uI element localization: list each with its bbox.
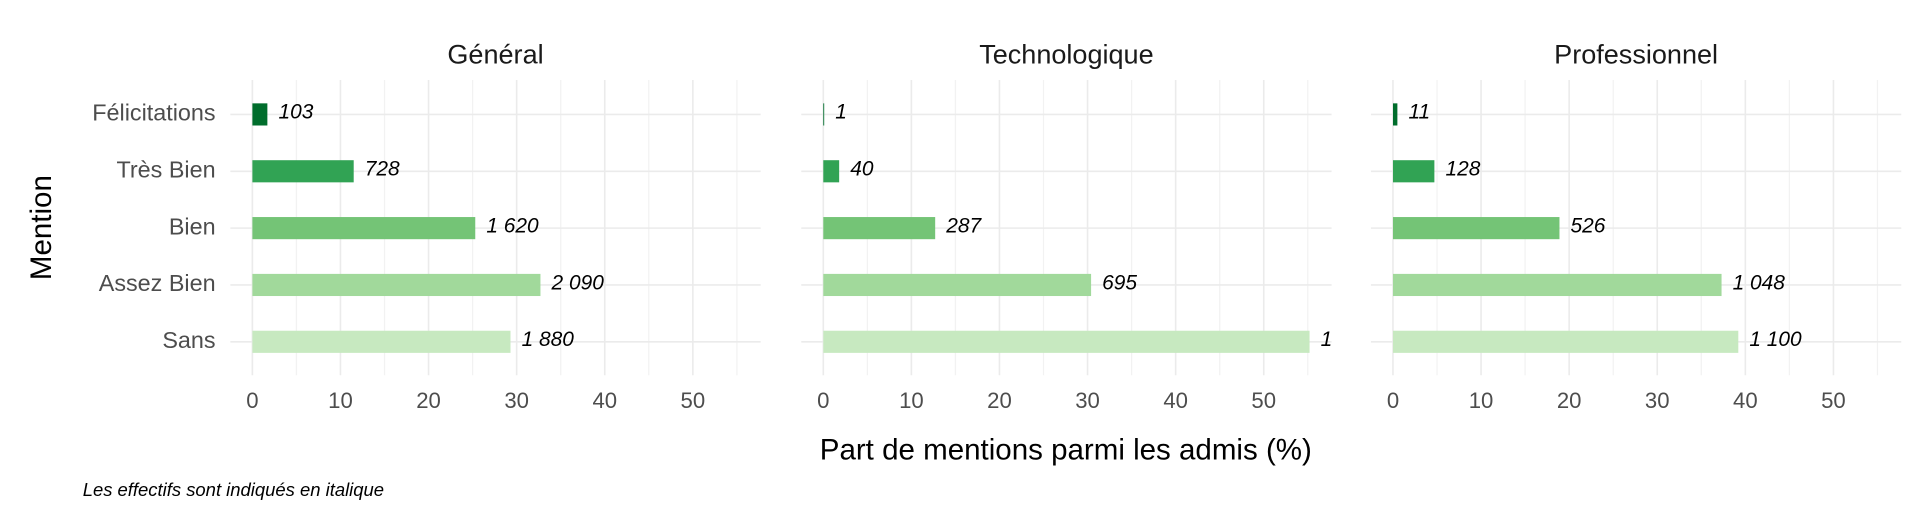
bar	[252, 160, 354, 183]
bar	[1392, 160, 1435, 183]
bar	[1392, 330, 1739, 353]
count-label: 695	[1102, 271, 1137, 294]
bar	[252, 330, 511, 353]
x-tick-label: 30	[1645, 388, 1670, 413]
x-tick-label: 0	[1387, 388, 1399, 413]
x-tick-label: 20	[1557, 388, 1582, 413]
x-tick-label: 10	[1469, 388, 1494, 413]
x-tick-label: 40	[1163, 388, 1188, 413]
facet-title: Technologique	[979, 40, 1153, 70]
bar	[823, 273, 1092, 297]
x-tick-label: 20	[987, 388, 1012, 413]
y-tick-label: Sans	[162, 327, 215, 353]
count-label: 1	[1321, 328, 1333, 351]
bar	[252, 103, 268, 126]
y-tick-label: Très Bien	[116, 156, 215, 182]
count-label: 40	[850, 158, 874, 181]
x-tick-label: 50	[1821, 388, 1846, 413]
bar	[252, 273, 541, 297]
x-tick-label: 0	[246, 388, 258, 413]
count-label: 728	[365, 158, 400, 181]
count-label: 1 880	[522, 328, 575, 351]
x-tick-label: 30	[504, 388, 529, 413]
bar	[1392, 103, 1398, 126]
bar	[1392, 273, 1722, 297]
x-tick-label: 40	[592, 388, 617, 413]
x-tick-label: 50	[681, 388, 706, 413]
y-tick-label: Assez Bien	[99, 270, 216, 296]
x-tick-label: 20	[416, 388, 441, 413]
count-label: 2 090	[551, 271, 605, 294]
caption: Les effectifs sont indiqués en italique	[83, 479, 384, 500]
facet-title: Général	[447, 40, 543, 70]
x-tick-label: 30	[1075, 388, 1100, 413]
bar	[823, 160, 840, 183]
bar	[252, 217, 476, 240]
bar	[823, 103, 825, 126]
count-label: 103	[278, 101, 313, 124]
x-axis-label: Part de mentions parmi les admis (%)	[820, 433, 1312, 466]
bar	[1392, 217, 1560, 240]
count-label: 1 048	[1733, 271, 1786, 294]
count-label: 11	[1408, 101, 1430, 124]
y-tick-label: Bien	[169, 213, 216, 239]
facet-title: Professionnel	[1554, 40, 1718, 70]
x-tick-label: 40	[1733, 388, 1758, 413]
count-label: 1 620	[486, 214, 539, 237]
y-tick-label: Félicitations	[92, 100, 215, 126]
x-tick-label: 50	[1251, 388, 1276, 413]
x-tick-label: 10	[899, 388, 924, 413]
x-tick-label: 0	[817, 388, 829, 413]
y-axis-label: Mention	[25, 175, 58, 280]
count-label: 1	[835, 101, 847, 124]
bar	[823, 330, 1310, 353]
bar	[823, 217, 936, 240]
x-tick-label: 10	[328, 388, 353, 413]
count-label: 1 100	[1749, 328, 1802, 351]
count-label: 526	[1571, 214, 1606, 237]
count-label: 128	[1445, 158, 1480, 181]
count-label: 287	[945, 214, 982, 237]
